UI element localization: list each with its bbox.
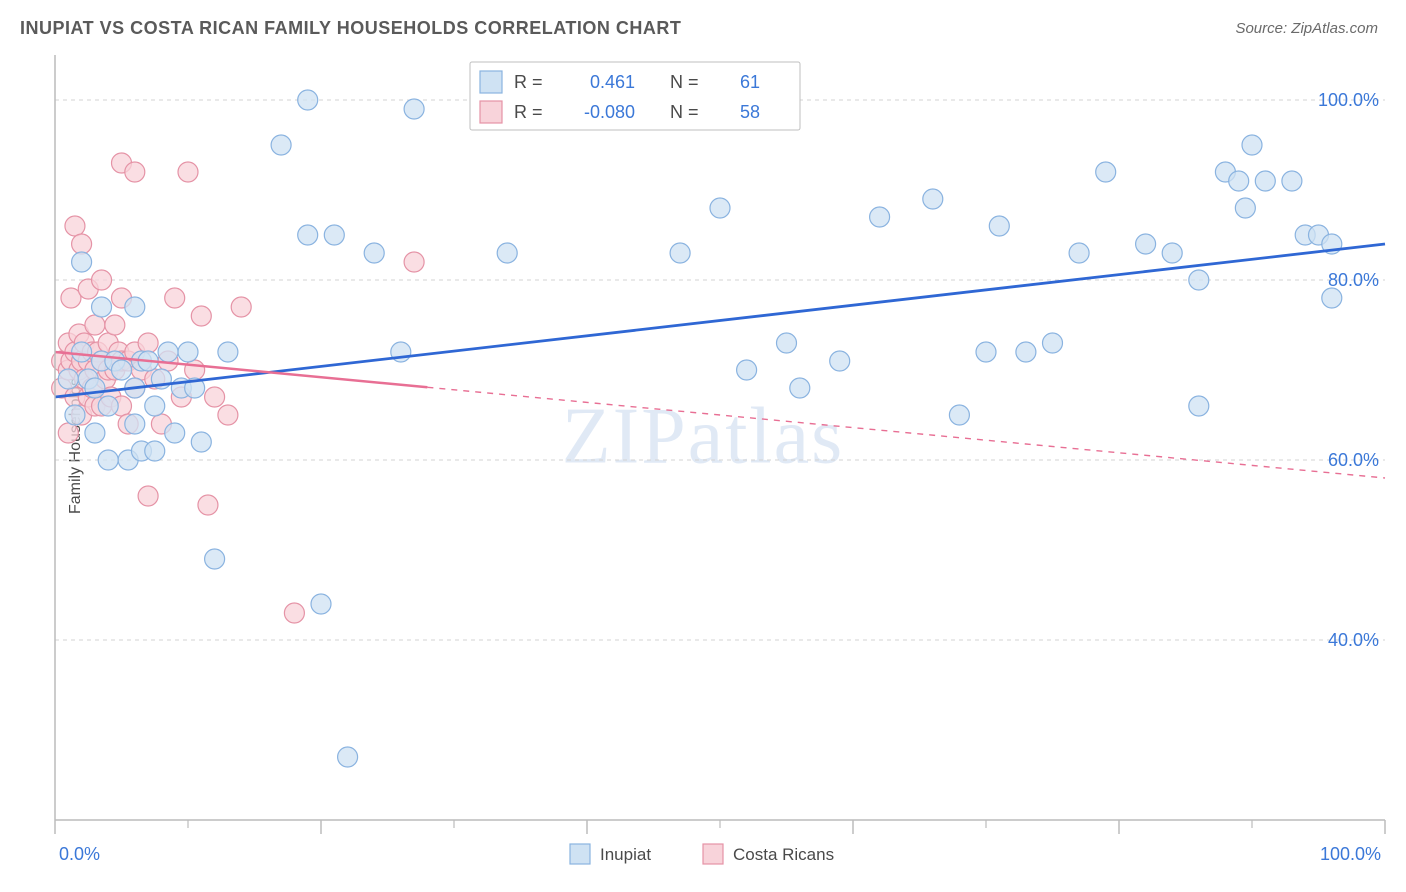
svg-text:100.0%: 100.0% bbox=[1320, 844, 1381, 864]
svg-text:60.0%: 60.0% bbox=[1328, 450, 1379, 470]
svg-text:58: 58 bbox=[740, 102, 760, 122]
svg-text:R =: R = bbox=[514, 72, 543, 92]
svg-text:0.461: 0.461 bbox=[590, 72, 635, 92]
svg-text:0.0%: 0.0% bbox=[59, 844, 100, 864]
trend-lines bbox=[55, 244, 1385, 478]
svg-text:100.0%: 100.0% bbox=[1318, 90, 1379, 110]
svg-text:Inupiat: Inupiat bbox=[600, 845, 651, 864]
svg-text:61: 61 bbox=[740, 72, 760, 92]
svg-text:-0.080: -0.080 bbox=[584, 102, 635, 122]
stats-legend: R = 0.461 N = 61 R = -0.080 N = 58 bbox=[470, 62, 800, 130]
series-legend: Inupiat Costa Ricans bbox=[570, 844, 834, 864]
svg-text:Costa Ricans: Costa Ricans bbox=[733, 845, 834, 864]
svg-text:N =: N = bbox=[670, 102, 699, 122]
scatter-points bbox=[52, 90, 1342, 767]
svg-text:40.0%: 40.0% bbox=[1328, 630, 1379, 650]
svg-text:R =: R = bbox=[514, 102, 543, 122]
correlation-scatter-chart: 40.0% 60.0% 80.0% 100.0% 0.0% 100.0% R = 0.46… bbox=[0, 0, 1406, 892]
svg-text:N =: N = bbox=[670, 72, 699, 92]
svg-text:80.0%: 80.0% bbox=[1328, 270, 1379, 290]
